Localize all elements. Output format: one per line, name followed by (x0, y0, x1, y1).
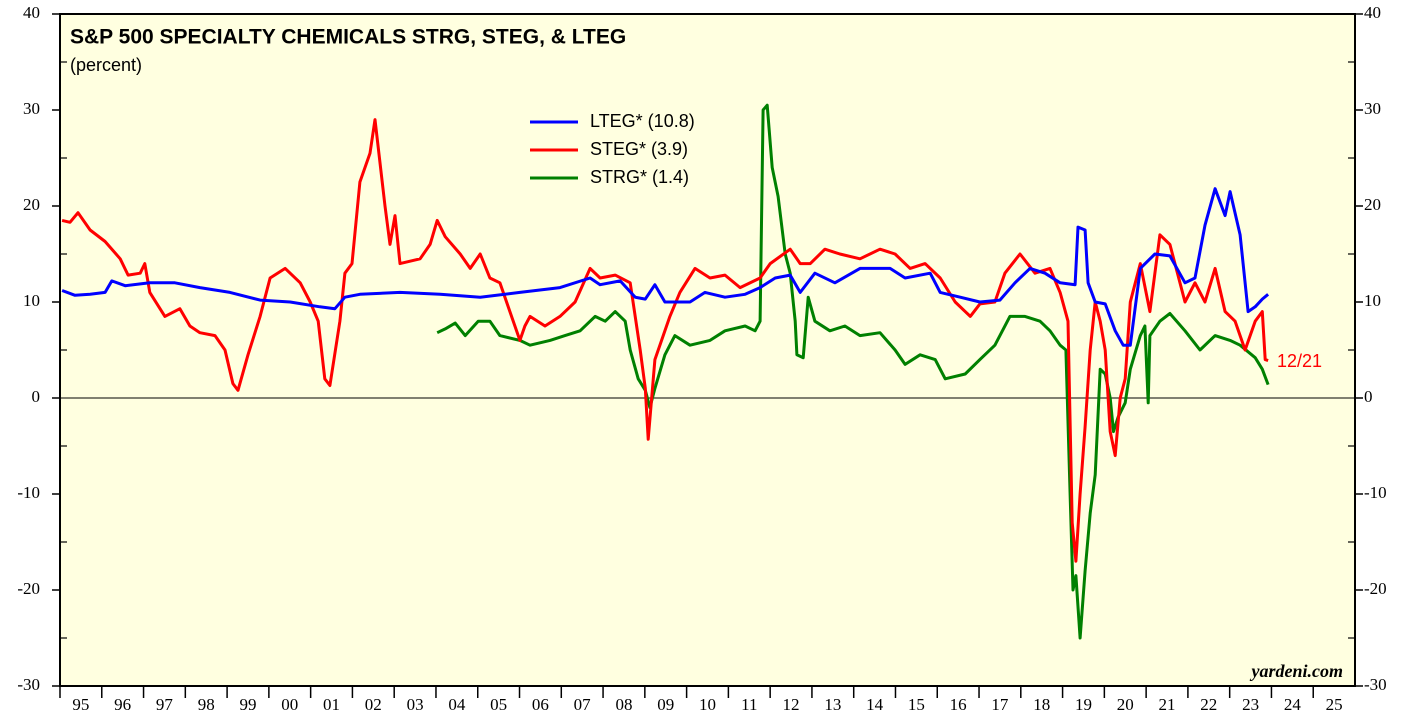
x-tick-label: 11 (741, 695, 757, 714)
x-tick-label: 18 (1033, 695, 1050, 714)
y2-tick-label: -10 (1364, 483, 1387, 502)
y-tick-label: 0 (32, 387, 41, 406)
x-tick-label: 96 (114, 695, 131, 714)
x-tick-label: 23 (1242, 695, 1259, 714)
plot-background (60, 14, 1355, 686)
source: yardeni.com (1250, 661, 1344, 681)
y-tick-label: 30 (23, 99, 40, 118)
x-tick-label: 19 (1075, 695, 1092, 714)
x-tick-label: 06 (532, 695, 549, 714)
y2-tick-label: -20 (1364, 579, 1387, 598)
x-tick-label: 97 (156, 695, 174, 714)
x-tick-label: 10 (699, 695, 716, 714)
y2-tick-label: 30 (1364, 99, 1381, 118)
y-tick-label: -30 (17, 675, 40, 694)
x-tick-label: 17 (991, 695, 1009, 714)
x-tick-label: 16 (950, 695, 967, 714)
x-tick-label: 05 (490, 695, 507, 714)
plot-frame (59, 13, 1356, 687)
series-line (61, 118, 1269, 563)
x-tick-label: 13 (824, 695, 841, 714)
legend-label: STEG* (3.9) (590, 139, 688, 159)
x-tick-label: 24 (1284, 695, 1302, 714)
y-tick-label: 40 (23, 3, 40, 22)
y-tick-label: 20 (23, 195, 40, 214)
x-tick-label: 98 (198, 695, 215, 714)
y2-tick-label: 10 (1364, 291, 1381, 310)
legend-label: LTEG* (10.8) (590, 111, 695, 131)
x-tick-label: 03 (407, 695, 424, 714)
x-tick-label: 14 (866, 695, 884, 714)
y2-tick-label: -30 (1364, 675, 1387, 694)
series-line (61, 187, 1270, 347)
x-tick-label: 04 (448, 695, 466, 714)
chart-title: S&P 500 SPECIALTY CHEMICALS STRG, STEG, … (70, 26, 626, 49)
x-tick-label: 09 (657, 695, 674, 714)
x-tick-label: 25 (1326, 695, 1343, 714)
y2-tick-label: 40 (1364, 3, 1381, 22)
x-tick-label: 20 (1117, 695, 1134, 714)
y-tick-label: 10 (23, 291, 40, 310)
x-tick-label: 07 (574, 695, 592, 714)
x-tick-label: 00 (281, 695, 298, 714)
chart-subtitle: (percent) (70, 55, 142, 75)
y2-tick-label: 0 (1364, 387, 1373, 406)
y2-tick-label: 20 (1364, 195, 1381, 214)
x-tick-label: 95 (72, 695, 89, 714)
x-tick-label: 12 (783, 695, 800, 714)
annotation: 12/21 (1277, 351, 1322, 371)
legend-label: STRG* (1.4) (590, 167, 689, 187)
y-tick-label: -10 (17, 483, 40, 502)
x-tick-label: 21 (1159, 695, 1176, 714)
series-line (436, 103, 1270, 640)
y-tick-label: -20 (17, 579, 40, 598)
x-tick-label: 02 (365, 695, 382, 714)
x-tick-label: 99 (239, 695, 256, 714)
x-tick-label: 15 (908, 695, 925, 714)
x-tick-label: 22 (1200, 695, 1217, 714)
x-tick-label: 01 (323, 695, 340, 714)
x-tick-label: 08 (615, 695, 632, 714)
